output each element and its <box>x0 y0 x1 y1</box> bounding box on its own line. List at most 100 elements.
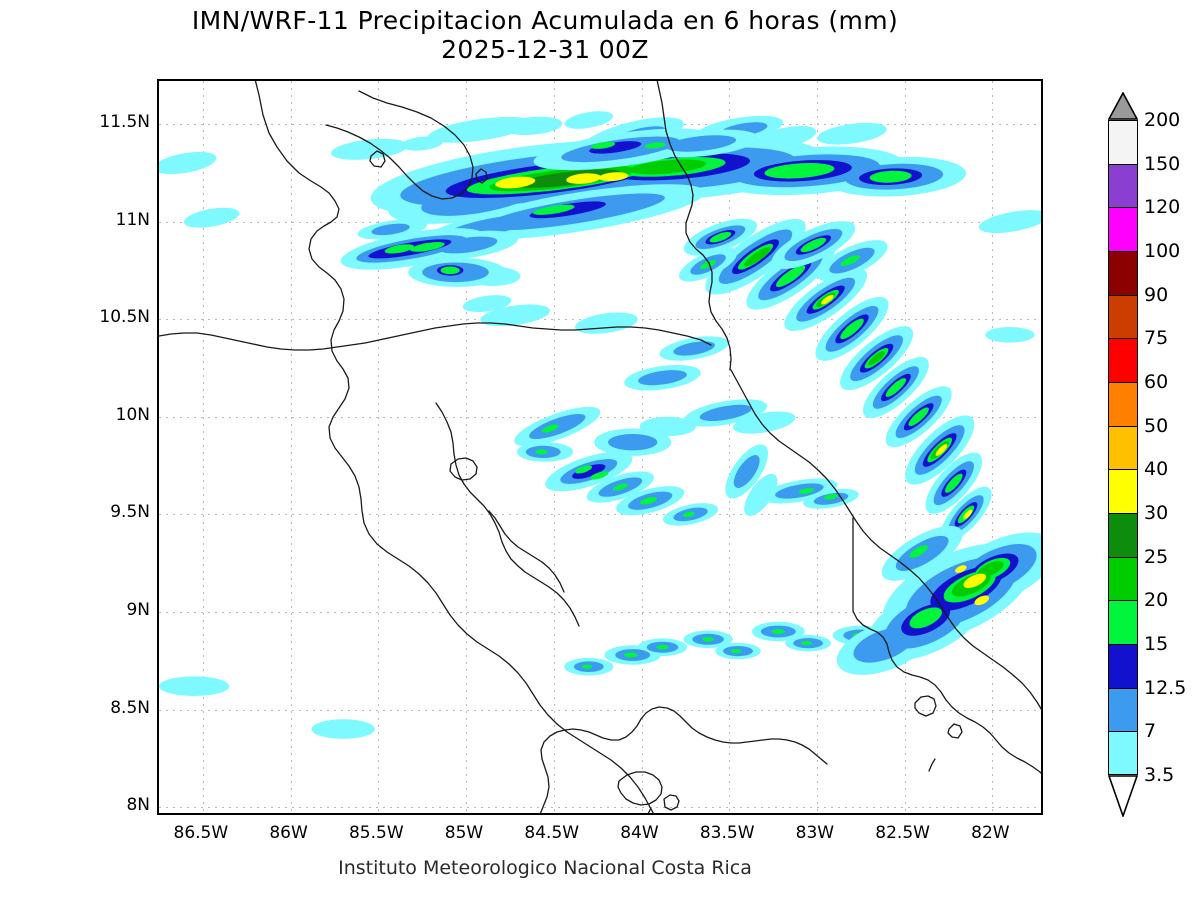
grid-line-horizontal <box>159 514 1041 516</box>
y-axis-tick <box>157 417 159 418</box>
precip-contour <box>532 204 575 215</box>
grid-line-vertical <box>202 81 204 813</box>
y-axis-tick-label: 9.5N <box>110 502 150 523</box>
precip-contour <box>183 207 240 228</box>
colorbar-tick-label: 150 <box>1144 152 1181 175</box>
colorbar-band <box>1108 600 1138 644</box>
precip-contour <box>608 434 658 451</box>
colorbar-band <box>1108 338 1138 382</box>
y-axis-tick <box>157 124 159 125</box>
x-axis-tick-label: 84.5W <box>524 823 580 843</box>
x-axis-tick-label: 85W <box>444 823 484 843</box>
chart-title-block: IMN/WRF-11 Precipitacion Acumulada en 6 … <box>0 6 1090 64</box>
chart-subtitle: 2025-12-31 00Z <box>441 35 649 64</box>
precipitation-contour-layer <box>159 111 1041 739</box>
precip-contour <box>371 223 410 236</box>
coastline-layer <box>159 81 1041 813</box>
precip-contour <box>384 242 445 254</box>
grid-line-vertical <box>904 81 906 813</box>
precip-contour <box>594 416 696 456</box>
grid-line-vertical <box>378 81 380 813</box>
colorbar-band <box>1108 644 1138 688</box>
precip-contour <box>817 122 887 145</box>
y-axis-tick <box>157 710 159 711</box>
precip-contour <box>159 676 230 696</box>
grid-line-vertical <box>729 81 731 813</box>
colorbar-band <box>1108 251 1138 295</box>
precip-contour <box>159 151 217 175</box>
grid-line-vertical <box>466 81 467 813</box>
grid-line-horizontal <box>159 807 1041 809</box>
x-axis-tick-label: 86.5W <box>173 823 229 843</box>
colorbar-band <box>1108 207 1138 251</box>
chart-title: IMN/WRF-11 Precipitacion Acumulada en 6 … <box>191 6 899 35</box>
precip-contour <box>699 404 752 422</box>
colorbar: 3.5 7 12.5 15 20 25 30 40 50 60 75 90 100 120 150 200 <box>1108 92 1186 817</box>
precip-contour <box>581 664 593 669</box>
colorbar-tick-label: 120 <box>1144 196 1181 219</box>
y-axis-tick <box>157 222 159 223</box>
colorbar-band <box>1108 469 1138 513</box>
precip-contour <box>311 719 375 739</box>
colorbar-tick-label: 60 <box>1144 371 1169 393</box>
precip-contour <box>638 370 687 386</box>
precip-contour <box>978 210 1041 234</box>
colorbar-tick-label: 40 <box>1144 458 1169 481</box>
precip-contour <box>985 327 1035 343</box>
colorbar-band <box>1108 425 1138 470</box>
grid-line-horizontal <box>159 709 1041 711</box>
colorbar-tick-label: 30 <box>1144 502 1169 524</box>
precip-contour <box>700 231 732 270</box>
x-axis-tick-label: 82W <box>971 823 1010 843</box>
precip-contour <box>440 266 460 275</box>
y-axis-tick-label: 8.5N <box>110 697 150 718</box>
precip-contour <box>821 294 973 520</box>
precip-contour <box>702 637 742 654</box>
precip-contour <box>800 237 860 267</box>
precip-contour <box>541 424 559 433</box>
y-axis-tick-label: 9N <box>126 600 150 620</box>
precip-contour <box>623 644 669 658</box>
precip-contour <box>462 295 512 313</box>
colorbar-band <box>1108 163 1138 208</box>
precip-contour <box>673 341 715 356</box>
colorbar-band <box>1108 120 1138 164</box>
y-axis-tick <box>157 319 159 320</box>
precip-contour <box>572 464 606 479</box>
colorbar-tick-label: 90 <box>1144 283 1169 306</box>
colorbar-band <box>1108 382 1138 426</box>
colorbar-band <box>1108 556 1138 601</box>
colorbar-tick-label: 7 <box>1144 720 1157 743</box>
precip-contour <box>733 455 760 488</box>
y-axis-tick <box>157 514 159 515</box>
colorbar-tick-label: 100 <box>1144 240 1181 262</box>
colorbar-tick-label: 12.5 <box>1144 676 1187 699</box>
precip-contour <box>955 565 990 606</box>
precip-contour <box>575 465 628 491</box>
grid-line-vertical <box>816 81 818 813</box>
colorbar-tick-label: 200 <box>1144 109 1181 131</box>
y-axis-tick <box>157 807 159 808</box>
x-axis-tick-label: 83W <box>795 823 835 843</box>
y-axis-tick <box>157 612 159 613</box>
y-axis-tick-label: 10.5N <box>99 307 150 328</box>
precip-contour <box>589 141 642 154</box>
colorbar-band <box>1108 294 1138 339</box>
colorbar-tick-label: 25 <box>1144 545 1169 568</box>
colorbar-tick-label: 50 <box>1144 414 1169 437</box>
x-axis-tick-label: 84W <box>620 823 659 843</box>
colorbar-over-arrow <box>1108 92 1138 120</box>
y-axis-tick-label: 8N <box>126 795 150 816</box>
precip-contour <box>427 111 614 143</box>
precip-contour <box>798 488 838 500</box>
grid-line-horizontal <box>159 416 1041 418</box>
colorbar-band <box>1108 731 1138 775</box>
colorbar-under-arrow <box>1108 775 1138 817</box>
grid-line-vertical <box>290 81 292 813</box>
colorbar-band <box>1108 513 1138 557</box>
x-axis-tick-label: 83.5W <box>699 823 755 843</box>
colorbar-tick-label: 15 <box>1144 633 1169 655</box>
precip-contour <box>639 496 658 505</box>
precip-contour <box>535 449 548 455</box>
precip-contour <box>590 141 666 149</box>
